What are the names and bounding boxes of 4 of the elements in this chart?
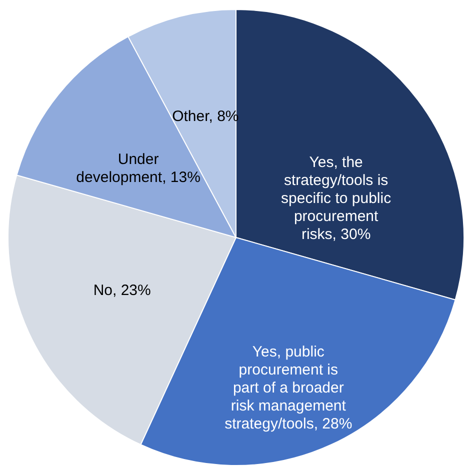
slice-label: No, 23%: [93, 282, 151, 299]
slice-label: Yes, the strategy/tools is specific to public procurement risks, 30%: [281, 154, 392, 243]
slice-label: Yes, public procurement is part of a broader risk management strategy/tools, 28%: [224, 343, 352, 432]
slice-label: Under development, 13%: [76, 150, 200, 186]
